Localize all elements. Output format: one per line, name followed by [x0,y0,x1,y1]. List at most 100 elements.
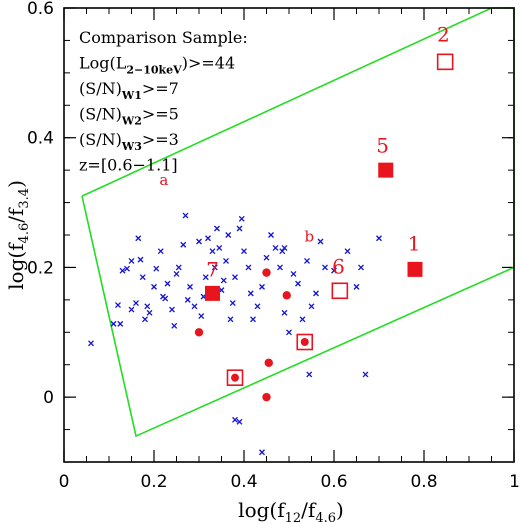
comparison-point-marker [151,283,157,290]
x-marker-stroke [184,296,191,303]
filled-circle-marker [194,328,204,337]
x-axis-title-subscript: 12 [285,511,302,524]
legend: Comparison Sample:Log(L2−10keV)>=44(S/N)… [79,28,248,175]
x-marker-stroke [173,270,180,277]
y-tick-label: 0 [43,388,54,408]
x-marker-stroke [162,295,169,302]
x-marker-stroke [146,309,153,316]
comparison-point-marker [317,238,324,245]
x-marker-stroke [137,256,144,263]
x-marker-stroke [142,316,148,323]
x-marker-stroke [144,303,151,310]
comparison-point-marker [236,418,243,425]
legend-line-subscript: W1 [121,89,142,102]
legend-line: (S/N)W1>=7 [79,79,179,102]
x-marker-stroke [299,316,306,323]
filled-square-marker [378,162,394,178]
x-marker-stroke [308,303,315,310]
comparison-point-marker [358,264,364,271]
comparison-point-marker [119,267,126,274]
legend-line-text: Comparison Sample: [79,28,248,47]
comparison-point-marker [306,371,313,378]
object-number-label: 1 [408,232,421,256]
comparison-point-marker [157,248,164,255]
comparison-point-marker [344,248,351,255]
x-tick-label: 0 [59,472,70,492]
open-square-marker [226,369,244,386]
x-axis-title-part: log(f [238,498,286,522]
x-tick-label: 0.6 [320,472,347,492]
x-marker-stroke [259,449,265,456]
x-marker-stroke [353,283,360,290]
comparison-point-marker [196,238,202,245]
comparison-point-marker [250,316,256,323]
comparison-point-marker [220,277,227,284]
x-marker-stroke [317,238,324,245]
x-marker-stroke [295,280,301,287]
x-marker-stroke [211,264,218,271]
x-marker-stroke [376,235,382,242]
x-marker-stroke [245,264,252,271]
legend-line-subscript: W3 [121,140,142,153]
comparison-point-marker [236,225,243,232]
x-marker-stroke [128,257,135,264]
x-marker-stroke [119,267,126,274]
comparison-point-marker [128,306,135,313]
comparison-point-marker [110,320,117,327]
x-marker-stroke [187,283,193,290]
open-square-marker [296,333,314,351]
legend-line-subscript: W2 [121,115,142,128]
x-marker-stroke [362,371,369,378]
x-marker-stroke [238,215,245,222]
y-axis-title-part: /f [4,207,28,223]
x-marker-stroke [281,245,288,251]
x-marker-stroke [229,300,236,307]
comparison-point-marker [263,254,270,261]
comparison-point-marker [308,303,315,310]
comparison-point-marker [137,256,144,263]
filled-circle-marker [264,358,273,367]
x-marker-stroke [169,306,175,313]
legend-line-suffix: >=5 [142,105,179,124]
legend-line: z=[0.6−1.1] [79,156,178,175]
filled-circle-marker [282,291,291,300]
point-labels: 2 5 1 6 7 a b [159,23,449,282]
legend-line: (S/N)W3>=3 [79,130,179,153]
x-marker-stroke [157,248,164,255]
comparison-point-marker [247,290,254,297]
comparison-point-marker [182,212,189,219]
legend-line-text: (S/N) [79,105,122,124]
x-marker-stroke [133,300,139,307]
comparison-point-marker [124,265,130,272]
x-marker-stroke [232,416,238,423]
legend-line-text: Log(L [79,54,127,73]
boxed-circle-marker [296,333,314,351]
y-axis-title: log(f4.6/f3.4) [4,180,32,290]
open-square-marker [331,282,349,300]
comparison-point-marker [232,416,238,423]
x-marker-stroke [223,257,229,264]
comparison-point-marker [295,280,301,287]
x-marker-stroke [202,274,209,281]
comparison-point-marker [376,235,382,242]
comparison-point-marker [225,232,232,238]
x-marker-stroke [227,316,234,323]
y-tick-label: 0.4 [27,129,54,149]
y-tick-label: 0.2 [27,258,54,278]
comparison-point-marker [198,313,205,320]
x-marker-stroke [171,322,178,329]
comparison-point-marker [142,316,148,323]
x-marker-stroke [115,302,121,309]
filled-circle-marker [231,373,239,382]
comparison-point-marker [184,296,191,303]
comparison-point-marker [229,300,236,307]
comparison-point-marker [205,235,211,242]
x-marker-stroke [117,320,124,327]
x-marker-stroke [128,306,135,313]
y-axis-title-part: ) [4,180,28,188]
annotation-label: b [304,227,314,245]
comparison-point-marker [128,257,135,264]
x-marker-stroke [124,265,130,272]
x-marker-stroke [164,280,171,287]
